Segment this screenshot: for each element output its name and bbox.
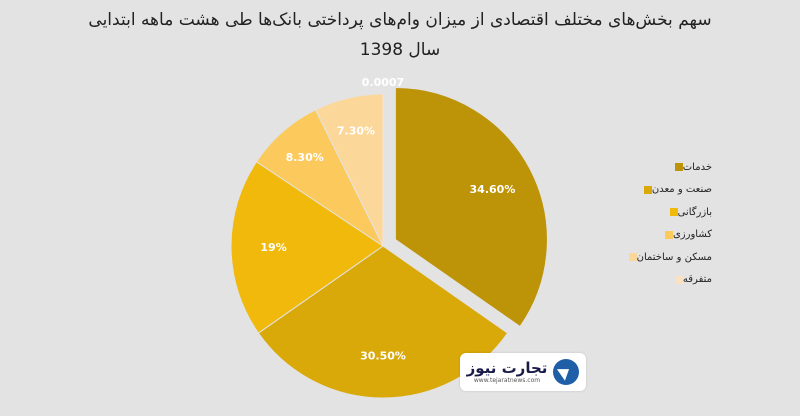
- chart-title-line2: سال 1398: [359, 40, 441, 60]
- legend-label-1: صنعت و معدن: [651, 184, 712, 196]
- pie-slice-label-4: 7.30%: [337, 125, 375, 138]
- legend-swatch-0: [674, 163, 683, 172]
- legend-swatch-3: [664, 230, 673, 239]
- pie-slice-label-3: 8.30%: [286, 151, 324, 164]
- pie-slice-2: [230, 161, 384, 334]
- legend-swatch-2: [669, 208, 678, 217]
- tejaratnews-logo: تجارت نیوز www.tejaratnews.com: [460, 353, 586, 391]
- legend-label-3: کشاورزی: [672, 229, 712, 241]
- legend-item-1: صنعت و معدن: [602, 179, 712, 202]
- legend-item-2: بازرگانی: [602, 201, 712, 224]
- legend-item-4: مسکن و ساختمان: [602, 246, 712, 269]
- pie-slice-label-5: 0.0007: [362, 76, 404, 89]
- legend-swatch-5: [674, 275, 683, 284]
- legend-label-4: مسکن و ساختمان: [636, 251, 712, 263]
- logo-url: www.tejaratnews.com: [473, 377, 541, 384]
- chart-legend: خدمات صنعت و معدن بازرگانی کشاورزی مسکن و سا…: [602, 156, 712, 291]
- legend-label-2: بازرگانی: [677, 206, 712, 218]
- pie-slice-label-2: 19%: [260, 241, 286, 254]
- pie-slice-label-1: 30.50%: [360, 349, 406, 362]
- pie-slice-0: [394, 87, 548, 328]
- legend-swatch-1: [643, 185, 652, 194]
- legend-label-5: متفرقه: [682, 274, 712, 286]
- legend-item-3: کشاورزی: [602, 224, 712, 247]
- legend-swatch-4: [628, 253, 637, 262]
- legend-item-5: متفرقه: [602, 269, 712, 292]
- logo-arrow-icon: [553, 359, 580, 385]
- chart-title-line1: سهم بخش‌های مختلف اقتصادی از میزان وام‌ه…: [88, 10, 712, 30]
- logo-name: تجارت نیوز: [466, 359, 548, 377]
- legend-label-0: خدمات: [682, 161, 712, 173]
- pie-slice-label-0: 34.60%: [470, 183, 516, 196]
- legend-item-0: خدمات: [602, 156, 712, 179]
